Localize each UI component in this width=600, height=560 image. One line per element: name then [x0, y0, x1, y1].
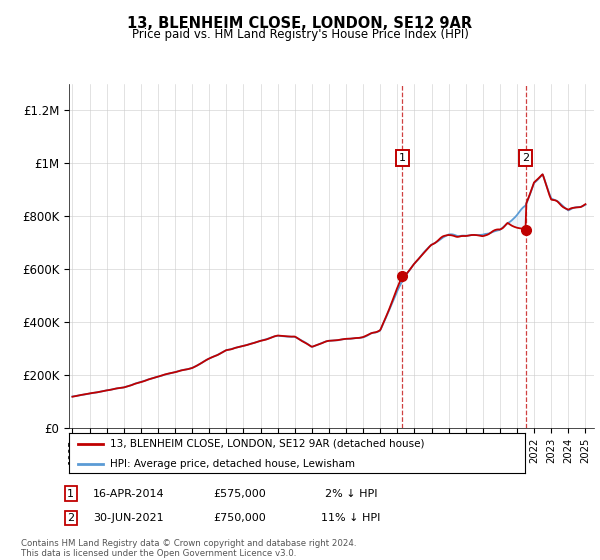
Text: 30-JUN-2021: 30-JUN-2021 — [94, 513, 164, 523]
Text: 16-APR-2014: 16-APR-2014 — [93, 489, 165, 499]
Text: Contains HM Land Registry data © Crown copyright and database right 2024.
This d: Contains HM Land Registry data © Crown c… — [21, 539, 356, 558]
Text: Price paid vs. HM Land Registry's House Price Index (HPI): Price paid vs. HM Land Registry's House … — [131, 28, 469, 41]
Text: 1: 1 — [67, 489, 74, 499]
Text: £750,000: £750,000 — [214, 513, 266, 523]
Text: 2: 2 — [522, 153, 529, 163]
Text: 11% ↓ HPI: 11% ↓ HPI — [322, 513, 380, 523]
Text: 13, BLENHEIM CLOSE, LONDON, SE12 9AR (detached house): 13, BLENHEIM CLOSE, LONDON, SE12 9AR (de… — [110, 439, 425, 449]
Text: £575,000: £575,000 — [214, 489, 266, 499]
Text: 2: 2 — [67, 513, 74, 523]
Text: HPI: Average price, detached house, Lewisham: HPI: Average price, detached house, Lewi… — [110, 459, 355, 469]
Text: 2% ↓ HPI: 2% ↓ HPI — [325, 489, 377, 499]
Text: 1: 1 — [399, 153, 406, 163]
Text: 13, BLENHEIM CLOSE, LONDON, SE12 9AR: 13, BLENHEIM CLOSE, LONDON, SE12 9AR — [127, 16, 473, 31]
